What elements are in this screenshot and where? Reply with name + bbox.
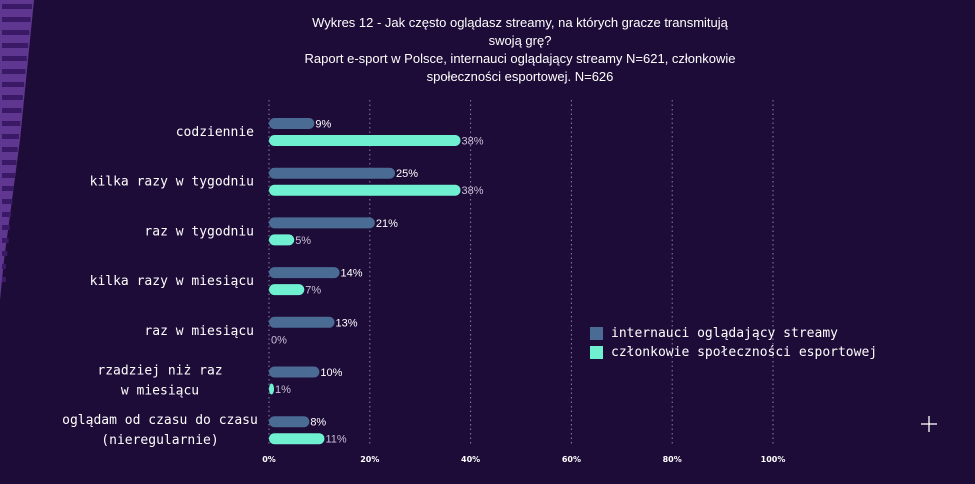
deco-tread-0	[2, 4, 32, 9]
title-line-3: Raport e-sport w Polsce, internauci oglą…	[304, 51, 736, 66]
bar-series-1-2	[269, 217, 375, 229]
data-label-series-2-1: 38%	[462, 185, 484, 197]
deco-tread-2	[2, 30, 30, 35]
x-tick-label-5: 100%	[761, 455, 786, 464]
x-tick-label-4: 80%	[663, 455, 682, 464]
category-label-4: raz w miesiącu	[144, 324, 254, 339]
deco-tread-10	[2, 134, 19, 139]
data-label-series-2-6: 11%	[325, 434, 346, 446]
title-line-4: społeczności esportowej. N=626	[426, 69, 614, 84]
bar-series-1-4	[269, 316, 335, 328]
x-tick-label-1: 20%	[360, 455, 379, 464]
data-label-series-2-2: 5%	[295, 235, 311, 247]
data-label-series-1-3: 14%	[341, 268, 363, 280]
deco-tread-3	[2, 43, 29, 48]
category-label-2: raz w tygodniu	[144, 224, 254, 239]
bar-series-2-6	[269, 433, 325, 445]
chart-title: Wykres 12 - Jak często oglądasz streamy,…	[250, 14, 790, 86]
data-label-series-2-3: 7%	[305, 285, 321, 297]
legend-item-series-1: internauci oglądający streamy	[590, 324, 877, 343]
data-label-series-1-1: 25%	[396, 168, 418, 180]
x-tick-label-0: 0%	[262, 455, 276, 464]
deco-tread-17	[2, 225, 10, 230]
deco-tread-4	[2, 56, 27, 61]
deco-tread-6	[2, 82, 25, 87]
legend-item-series-2: członkowie społeczności esportowej	[590, 343, 877, 362]
x-tick-label-3: 60%	[562, 455, 581, 464]
deco-tread-13	[2, 173, 16, 178]
bar-series-2-0	[269, 135, 461, 146]
deco-tread-11	[2, 147, 18, 152]
bar-series-1-3	[269, 267, 340, 279]
bar-series-2-3	[269, 284, 305, 296]
plus-icon	[921, 416, 937, 432]
bar-series-2-2	[269, 234, 295, 246]
legend-label-series-2: członkowie społeczności esportowej	[611, 345, 878, 360]
bar-series-1-6	[269, 416, 310, 428]
bar-series-1-0	[269, 118, 315, 129]
category-label-3: kilka razy w miesiącu	[90, 274, 254, 289]
legend-swatch-series-2	[590, 346, 603, 359]
data-label-series-1-5: 10%	[320, 367, 342, 379]
deco-tread-12	[2, 160, 17, 165]
bar-series-2-5	[269, 383, 275, 395]
category-label-6-line-0: oglądam od czasu do czasu	[62, 413, 258, 428]
deco-tread-20	[2, 264, 6, 269]
data-label-series-2-0: 38%	[462, 136, 484, 148]
category-label-1: kilka razy w tygodniu	[90, 175, 254, 190]
deco-tread-7	[2, 95, 23, 100]
category-label-6-line-1: (nieregularnie)	[101, 433, 218, 448]
category-label-5-line-0: rzadziej niż raz	[97, 364, 222, 379]
bar-series-2-1	[269, 184, 461, 196]
data-label-series-1-6: 8%	[310, 417, 326, 429]
deco-tread-19	[2, 251, 8, 256]
category-label-0: codziennie	[176, 125, 254, 140]
bar-series-1-5	[269, 366, 320, 378]
chart-legend: internauci oglądający streamy członkowie…	[590, 324, 877, 362]
deco-tread-9	[2, 121, 21, 126]
title-line-1: Wykres 12 - Jak często oglądasz streamy,…	[312, 15, 728, 30]
deco-tread-15	[2, 199, 13, 204]
title-line-2: swoją grę?	[488, 33, 552, 48]
deco-tread-5	[2, 69, 26, 74]
deco-tread-16	[2, 212, 12, 217]
legend-swatch-series-1	[590, 327, 603, 340]
deco-tread-14	[2, 186, 14, 191]
data-label-series-2-4: 0%	[271, 334, 287, 346]
deco-tread-8	[2, 108, 22, 113]
data-label-series-1-4: 13%	[336, 317, 358, 329]
bar-series-1-1	[269, 167, 395, 179]
data-label-series-1-2: 21%	[376, 218, 398, 230]
data-label-series-1-0: 9%	[315, 119, 331, 131]
decorative-tire-track-graphic	[0, 0, 34, 300]
legend-label-series-1: internauci oglądający streamy	[611, 326, 838, 341]
deco-tread-1	[2, 17, 31, 22]
deco-tread-18	[2, 238, 9, 243]
x-tick-label-2: 40%	[461, 455, 480, 464]
deco-tread-21	[2, 277, 6, 282]
data-label-series-2-5: 1%	[275, 384, 291, 396]
category-label-5-line-1: w miesiącu	[121, 384, 199, 399]
